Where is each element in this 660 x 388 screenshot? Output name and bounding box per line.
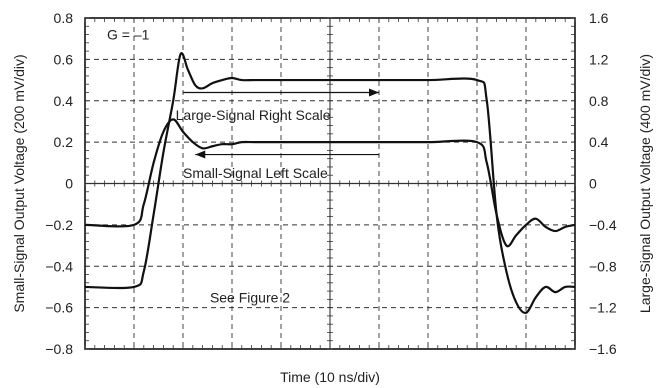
x-axis-label: Time (10 ns/div)	[280, 369, 380, 385]
large-signal-trace	[84, 52, 576, 314]
left-axis-tick-labels: 0.8 0.6 0.4 0.2 0 −0.2 −0.4 −0.6 −0.8	[45, 10, 73, 357]
arrow-head-left	[195, 150, 206, 159]
gain-annotation: G = –1	[107, 27, 150, 43]
left-tick-label: −0.4	[45, 258, 73, 274]
left-y-axis-label: Small-Signal Output Voltage (200 mV/div)	[11, 54, 27, 312]
left-tick-label: 0.2	[54, 134, 74, 150]
left-tick-label: 0.6	[54, 51, 74, 67]
large-signal-annotation: Large-Signal Right Scale	[176, 107, 331, 123]
annotation-arrows	[183, 88, 379, 159]
left-tick-label: 0.4	[54, 93, 74, 109]
right-axis-tick-labels: 1.6 1.2 0.8 0.4 0 −0.4 −0.8 −1.2 −1.6	[589, 10, 617, 357]
small-signal-annotation: Small-Signal Left Scale	[183, 165, 328, 181]
right-tick-label: 1.2	[589, 51, 609, 67]
right-tick-label: −1.2	[589, 300, 617, 316]
right-tick-label: 0	[589, 176, 597, 192]
see-figure-annotation: See Figure 2	[210, 289, 290, 305]
right-tick-label: 0.8	[589, 93, 609, 109]
arrow-head-right	[369, 88, 379, 97]
right-tick-label: −0.4	[589, 217, 617, 233]
center-axis-minor-ticks	[84, 17, 576, 350]
series-group	[84, 52, 576, 314]
right-y-axis-label: Large-Signal Output Voltage (400 mV/div)	[637, 54, 653, 313]
left-tick-label: 0.8	[54, 10, 74, 26]
left-tick-label: −0.2	[45, 217, 73, 233]
right-tick-label: 1.6	[589, 10, 609, 26]
right-tick-label: −0.8	[589, 258, 617, 274]
left-tick-label: −0.8	[45, 341, 73, 357]
right-tick-label: −1.6	[589, 341, 617, 357]
right-tick-label: 0.4	[589, 134, 609, 150]
left-tick-label: −0.6	[45, 300, 73, 316]
left-tick-label: 0	[65, 176, 73, 192]
